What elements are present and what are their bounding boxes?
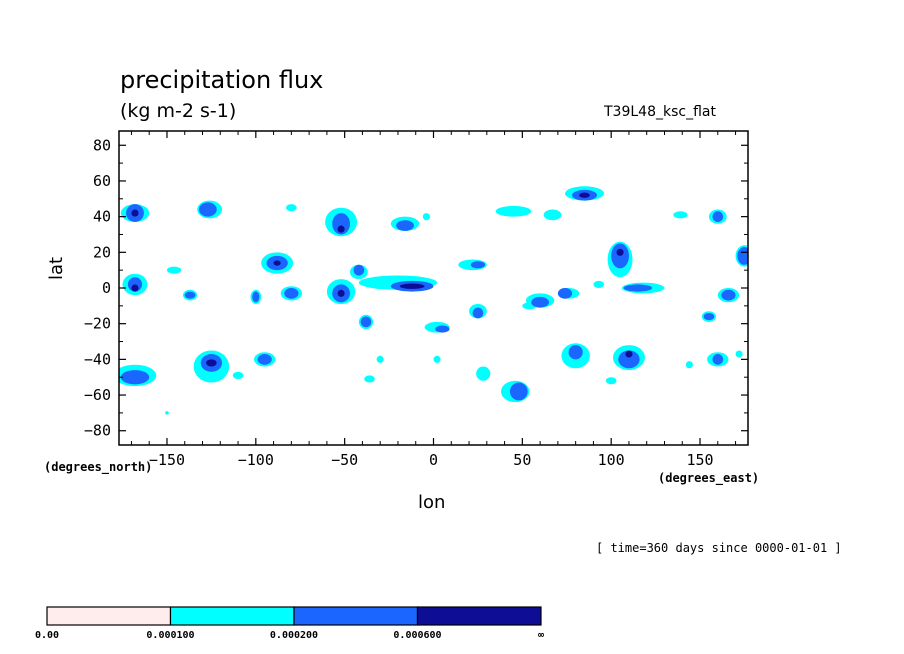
- contour-region-level2: [433, 355, 441, 363]
- x-tick-label: 150: [686, 451, 713, 469]
- contour-region-level2: [286, 204, 297, 212]
- contour-region-level3: [353, 264, 365, 276]
- colorbar-label: ∞: [538, 630, 544, 641]
- contour-region-level2: [685, 361, 693, 369]
- contour-region-level2: [735, 350, 743, 358]
- contour-region-level2: [593, 280, 605, 288]
- y-tick-label: 40: [93, 208, 111, 226]
- contour-region-level3: [623, 284, 653, 292]
- contour-region-level3: [396, 220, 414, 231]
- contour-region-level3: [618, 350, 640, 369]
- time-label: [ time=360 days since 0000-01-01 ]: [596, 541, 842, 555]
- colorbar-label: 0.000200: [270, 630, 318, 641]
- contour-region-level3: [472, 307, 484, 319]
- contour-region-level3: [737, 246, 748, 265]
- contour-region-level3: [284, 288, 299, 299]
- colorbar-label: 0.000100: [146, 630, 194, 641]
- contour-region-level2: [543, 209, 562, 221]
- x-tick-label: −50: [331, 451, 358, 469]
- x-tick-label: 50: [513, 451, 531, 469]
- contour-region-level2: [495, 205, 532, 217]
- y-axis-label: lat: [46, 256, 67, 280]
- contour-region-level4: [337, 225, 345, 233]
- contour-region-level4: [337, 289, 345, 297]
- contour-region-level3: [252, 291, 260, 303]
- chart-units: (kg m-2 s-1): [120, 100, 237, 122]
- chart-title: precipitation flux: [120, 66, 324, 94]
- contour-region-level3: [120, 370, 150, 385]
- contour-region-level3: [435, 325, 450, 333]
- y-axis-units: (degrees_north): [44, 460, 153, 474]
- contour-region-level4: [399, 283, 425, 289]
- colorbar-swatch: [416, 606, 542, 626]
- contour-region-level3: [703, 312, 715, 321]
- colorbar-swatch: [293, 606, 419, 626]
- y-tick-label: 20: [93, 243, 111, 261]
- contour-region-level3: [611, 243, 629, 269]
- x-tick-label: 0: [429, 451, 438, 469]
- run-label: T39L48_ksc_flat: [604, 104, 716, 120]
- contour-region-level3: [712, 211, 724, 222]
- contour-region-level4: [625, 350, 633, 358]
- contour-region-level2: [166, 266, 182, 274]
- contour-region-level4: [131, 284, 139, 292]
- contour-region-level4: [616, 248, 624, 256]
- y-tick-label: −80: [84, 422, 111, 440]
- contour-region-level4: [206, 359, 217, 367]
- x-tick-label: −150: [149, 451, 185, 469]
- contour-region-level3: [198, 202, 217, 217]
- contour-region-level4: [273, 260, 281, 266]
- y-tick-label: −40: [84, 350, 111, 368]
- x-axis-units: (degrees_east): [658, 471, 760, 485]
- contour-region-level2: [476, 366, 491, 381]
- colorbar-swatch: [46, 606, 172, 626]
- colorbar: 0.00 0.000100 0.000200 0.000600 ∞: [35, 606, 544, 641]
- axis-ticks: −150 −100 −50 0 50 100 150 80 60 40 20 0 −20 −40 −60 −8…: [84, 131, 748, 469]
- colorbar-label: 0.000600: [393, 630, 441, 641]
- contour-fills: [119, 186, 748, 415]
- contour-region-level2: [605, 377, 617, 385]
- contour-region-level2: [422, 213, 430, 221]
- contour-region-level3: [509, 382, 528, 401]
- y-tick-label: 60: [93, 172, 111, 190]
- contour-region-level4: [579, 192, 590, 198]
- contour-region-level3: [360, 316, 372, 328]
- x-axis-label: lon: [418, 492, 446, 513]
- contour-region-level3: [257, 354, 272, 365]
- contour-region-level2: [376, 355, 384, 363]
- contour-region-level2: [673, 211, 688, 219]
- colorbar-label: 0.00: [35, 630, 59, 641]
- colorbar-swatch: [169, 606, 295, 626]
- contour-region-level2: [165, 411, 169, 415]
- contour-region-level3: [470, 261, 486, 269]
- contour-region-level3: [184, 291, 196, 299]
- contour-region-level3: [531, 296, 549, 308]
- contour-region-level3: [712, 354, 724, 365]
- contour-region-level3: [557, 288, 573, 299]
- y-tick-label: 0: [102, 279, 111, 297]
- contour-region-level4: [131, 209, 139, 217]
- x-tick-label: 100: [598, 451, 625, 469]
- y-tick-label: −60: [84, 386, 111, 404]
- contour-region-level3: [568, 345, 583, 360]
- x-tick-label: −100: [238, 451, 274, 469]
- contour-region-level3: [721, 289, 736, 301]
- contour-region-level3: [332, 213, 350, 235]
- y-tick-label: 80: [93, 136, 111, 154]
- contour-region-level2: [232, 371, 244, 379]
- contour-region-level2: [364, 375, 375, 383]
- y-tick-label: −20: [84, 315, 111, 333]
